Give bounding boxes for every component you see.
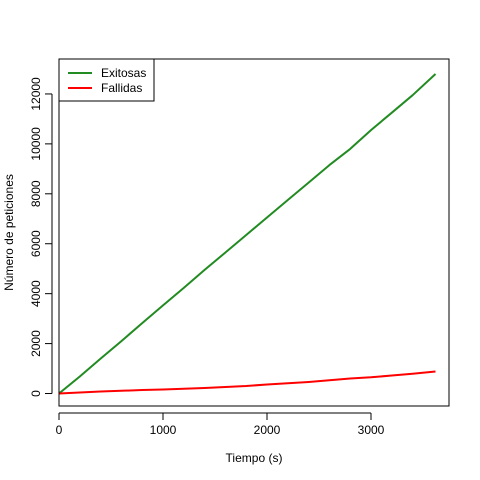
x-tick-label: 0 [56, 423, 63, 437]
plot-frame [58, 58, 450, 407]
x-tick-label: 3000 [358, 423, 385, 437]
axis-ticks: 0 1000 2000 3000 0 2000 4000 6000 8000 10000 12000 [29, 77, 385, 437]
y-tick-label: 10000 [29, 127, 43, 161]
legend-box [58, 58, 155, 102]
x-tick-label: 1000 [150, 423, 177, 437]
legend: Exitosas Fallidas [58, 58, 155, 102]
y-tick-label: 0 [29, 390, 43, 397]
y-tick-label: 4000 [29, 280, 43, 307]
series-line-fallidas [58, 370, 436, 395]
y-tick-label: 6000 [29, 230, 43, 257]
series-line-exitosas [58, 73, 437, 395]
series-lines [58, 73, 437, 395]
x-tick-label: 2000 [254, 423, 281, 437]
y-tick-label: 8000 [29, 180, 43, 207]
legend-label-fallidas: Fallidas [101, 81, 142, 95]
x-axis-title: Tiempo (s) [226, 451, 283, 465]
y-tick-label: 2000 [29, 330, 43, 357]
y-axis-title: Número de peticiones [2, 174, 16, 291]
legend-label-exitosas: Exitosas [101, 66, 146, 80]
y-tick-label: 12000 [29, 77, 43, 111]
